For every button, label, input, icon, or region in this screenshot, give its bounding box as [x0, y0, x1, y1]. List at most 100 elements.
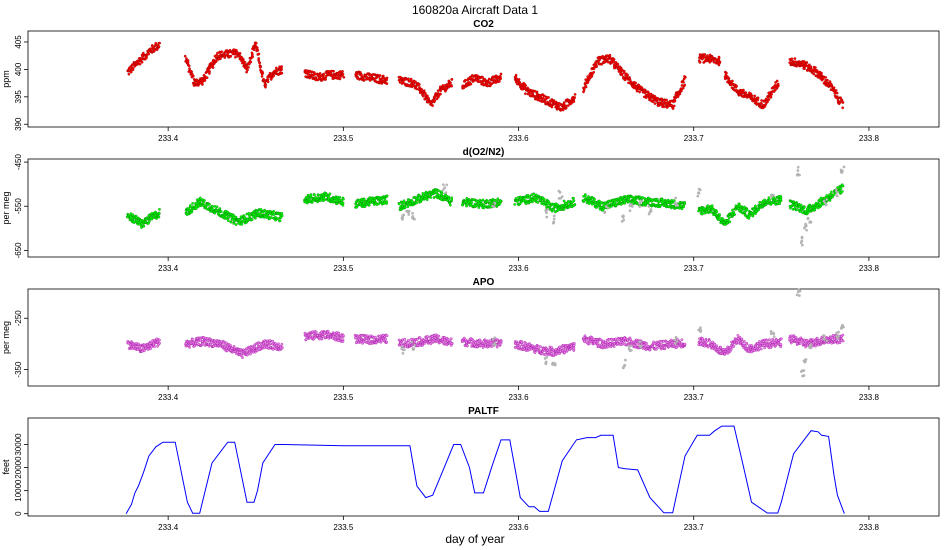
data-point: [157, 211, 161, 215]
data-point: [673, 99, 677, 103]
data-point: [407, 77, 410, 81]
data-point: [142, 224, 146, 228]
data-point: [367, 339, 370, 342]
data-point: [703, 53, 707, 57]
data-point: [728, 220, 732, 224]
x-tick-label: 233.8: [859, 393, 880, 402]
x-tick-label: 233.7: [684, 393, 705, 402]
data-point: [500, 340, 503, 343]
data-point: [439, 92, 442, 96]
data-point: [814, 66, 817, 69]
data-point: [465, 204, 468, 208]
data-point: [646, 344, 650, 348]
data-point: [450, 341, 454, 345]
data-point: [208, 202, 211, 206]
data-point: [732, 210, 736, 214]
data-point: [203, 199, 206, 202]
data-point: [252, 213, 256, 216]
data-point: [280, 211, 284, 215]
data-point: [274, 66, 278, 70]
data-point: [584, 85, 588, 89]
data-point: [249, 60, 253, 64]
data-point: [203, 79, 207, 82]
data-point: [252, 48, 256, 52]
data-point: [626, 338, 629, 342]
data-point: [136, 342, 140, 346]
data-point: [614, 337, 618, 341]
data-point: [558, 345, 561, 349]
data-point: [322, 197, 326, 200]
flagged-point: [557, 189, 561, 193]
data-point: [220, 50, 224, 54]
data-point: [718, 61, 721, 65]
data-point: [403, 206, 407, 209]
data-point: [259, 208, 263, 211]
data-point: [274, 342, 277, 345]
data-point: [498, 202, 502, 205]
flagged-point: [804, 222, 807, 226]
data-point: [572, 347, 576, 351]
data-point: [362, 340, 366, 344]
data-point: [211, 66, 215, 69]
data-point: [638, 90, 641, 94]
data-point: [671, 107, 675, 110]
data-point: [431, 337, 434, 340]
data-point: [240, 223, 244, 226]
data-point: [431, 104, 434, 108]
flagged-point: [443, 186, 447, 189]
data-point: [246, 68, 249, 72]
data-point: [385, 340, 388, 344]
data-point: [384, 337, 387, 341]
data-point: [499, 199, 502, 203]
data-point: [672, 104, 676, 108]
x-tick-label: 233.4: [158, 134, 179, 143]
data-point: [464, 78, 467, 82]
data-point: [320, 337, 324, 341]
data-point: [259, 65, 263, 68]
flagged-point: [674, 196, 678, 200]
data-point: [626, 73, 629, 77]
data-point: [228, 48, 232, 52]
data-point: [255, 46, 259, 50]
data-point: [225, 341, 228, 345]
data-point: [188, 204, 192, 207]
flagged-point: [620, 220, 624, 223]
data-point: [254, 216, 257, 220]
data-point: [644, 204, 647, 207]
data-point: [245, 350, 249, 354]
data-point: [667, 344, 671, 348]
data-point: [138, 62, 142, 66]
y-axis-label: per meg: [1, 321, 11, 354]
data-point: [241, 219, 245, 223]
data-point: [257, 57, 261, 60]
data-point: [417, 194, 421, 197]
data-point: [794, 202, 798, 206]
flagged-point: [840, 171, 844, 174]
data-point: [239, 215, 243, 219]
data-point: [403, 337, 407, 341]
data-point: [271, 347, 275, 351]
data-point: [555, 352, 559, 356]
x-tick-label: 233.5: [333, 393, 354, 402]
data-point: [433, 99, 437, 102]
flagged-point: [400, 216, 404, 220]
data-point: [767, 98, 771, 101]
data-point: [131, 213, 135, 217]
data-point: [751, 214, 754, 218]
data-point: [362, 198, 366, 201]
data-point: [566, 200, 570, 204]
data-point: [278, 219, 282, 223]
data-point: [812, 72, 816, 76]
data-point: [635, 89, 639, 93]
data-point: [423, 97, 427, 101]
data-point: [127, 72, 131, 76]
data-point: [189, 69, 193, 73]
flagged-point: [808, 220, 812, 223]
data-point: [841, 106, 845, 110]
data-point: [211, 64, 215, 67]
data-point: [280, 342, 284, 346]
flagged-point: [770, 195, 773, 199]
data-point: [408, 79, 411, 83]
data-point: [547, 96, 550, 99]
